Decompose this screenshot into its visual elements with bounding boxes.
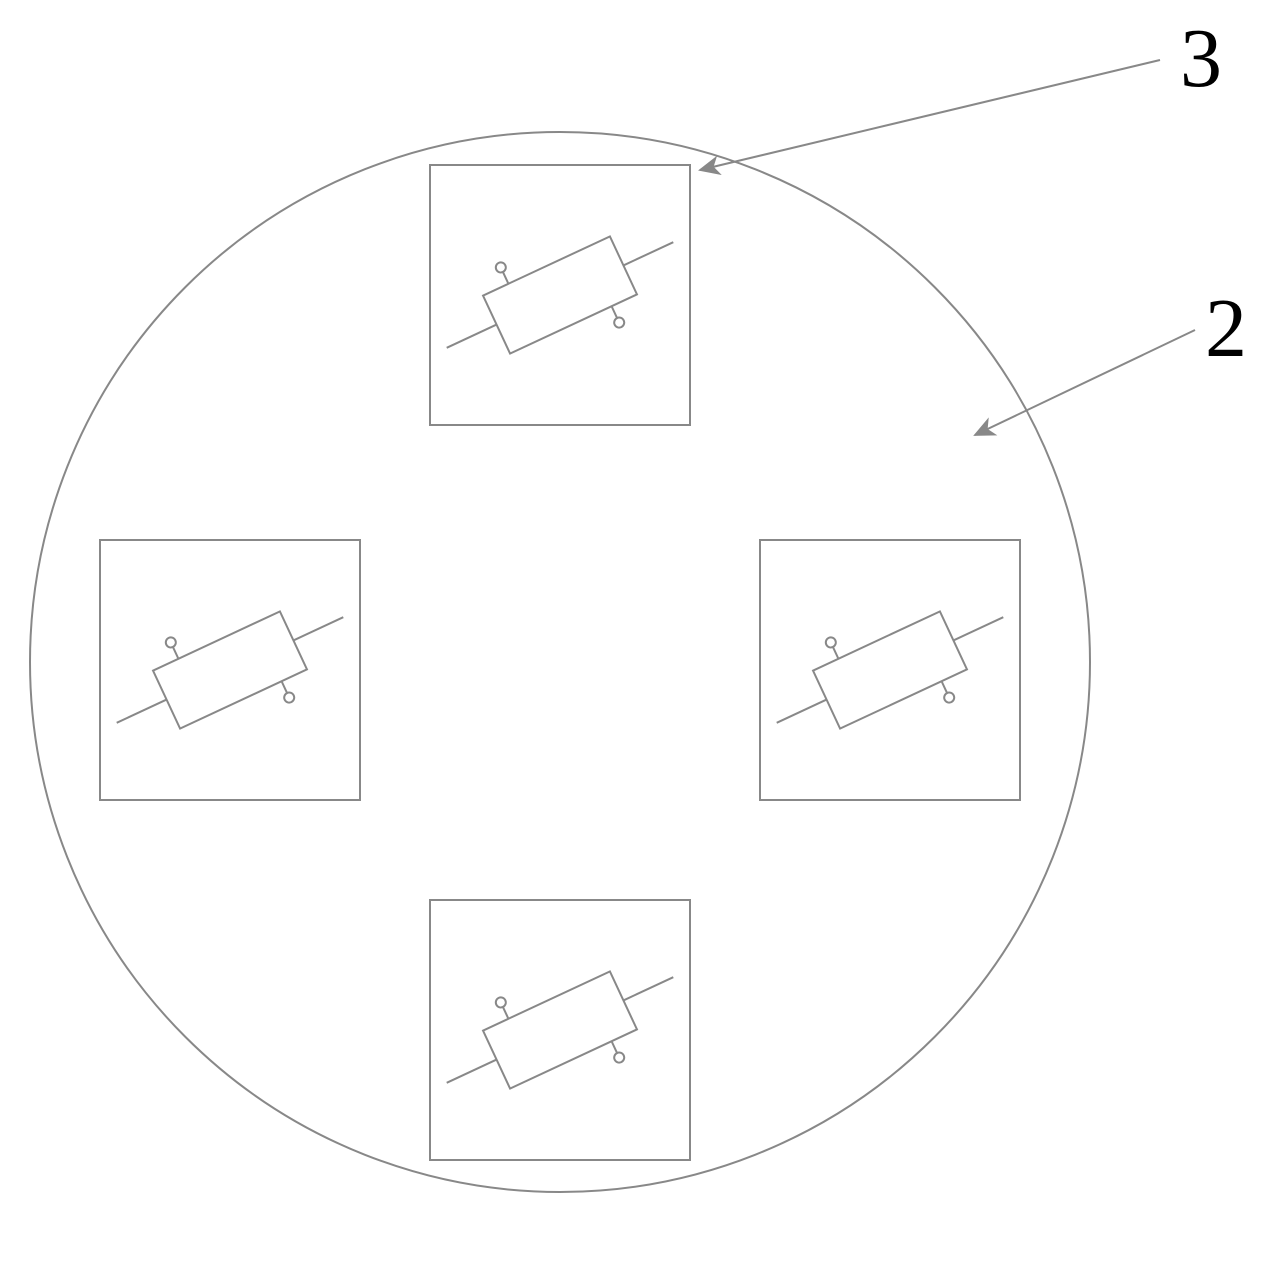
chip-body	[483, 236, 637, 353]
chip-pin-b	[943, 691, 956, 704]
chip-pin-a	[824, 636, 837, 649]
chip-pin-a-lead	[503, 272, 508, 284]
chip-body	[153, 611, 307, 728]
chip-pin-a	[494, 261, 507, 274]
module-square-top	[430, 165, 690, 425]
chip-group-top	[423, 192, 696, 397]
module-square-bottom	[430, 900, 690, 1160]
chip-pin-a	[164, 636, 177, 649]
chip-lead-right	[623, 977, 673, 1000]
chip-pin-b-lead	[282, 681, 287, 693]
chip-body	[483, 971, 637, 1088]
callout-label-2: 2	[1205, 280, 1247, 377]
chip-pin-b	[613, 1051, 626, 1064]
callout-label-3: 3	[1180, 10, 1222, 107]
chip-pin-b	[283, 691, 296, 704]
chip-group-left	[93, 567, 366, 772]
chip-pin-a-lead	[833, 647, 838, 659]
callout-line-2	[975, 330, 1195, 435]
chip-group-right	[753, 567, 1026, 772]
chip-lead-left	[447, 1060, 497, 1083]
chip-pin-b	[613, 316, 626, 329]
chip-pin-b-lead	[942, 681, 947, 693]
chip-pin-a	[494, 996, 507, 1009]
chip-pin-a-lead	[503, 1007, 508, 1019]
module-square-left	[100, 540, 360, 800]
chip-body	[813, 611, 967, 728]
chip-pin-a-lead	[173, 647, 178, 659]
chip-lead-left	[117, 700, 167, 723]
chip-group-bottom	[423, 927, 696, 1132]
callout-line-3	[700, 60, 1160, 170]
chip-pin-b-lead	[612, 1041, 617, 1053]
chip-lead-left	[777, 700, 827, 723]
chip-lead-left	[447, 325, 497, 348]
diagram-svg	[0, 0, 1273, 1269]
outer-circle	[30, 132, 1090, 1192]
module-square-right	[760, 540, 1020, 800]
chip-lead-right	[953, 617, 1003, 640]
chip-lead-right	[623, 242, 673, 265]
chip-lead-right	[293, 617, 343, 640]
chip-pin-b-lead	[612, 306, 617, 318]
